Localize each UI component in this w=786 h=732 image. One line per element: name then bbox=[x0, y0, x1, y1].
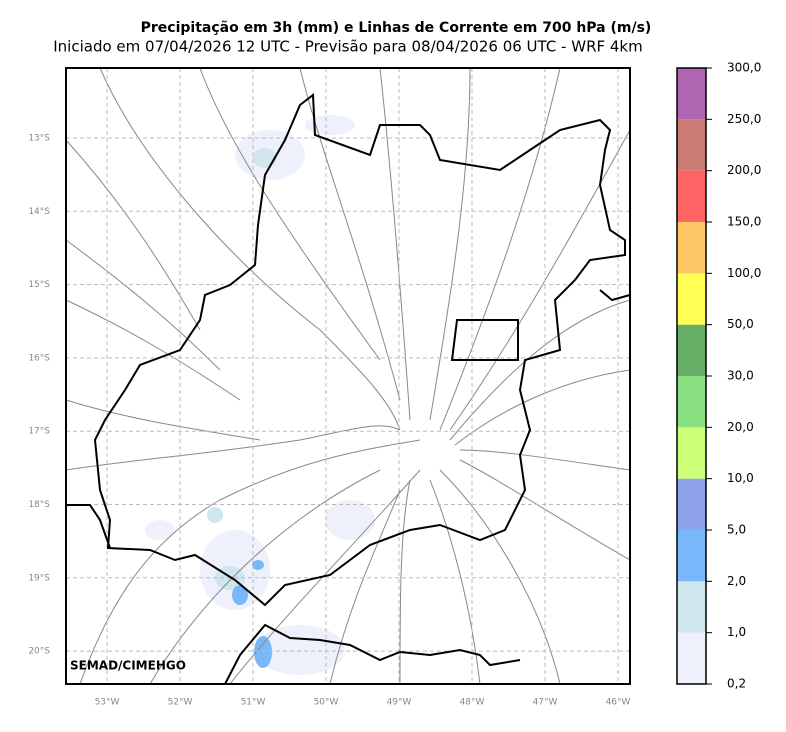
colorbar-label: 1,0 bbox=[727, 625, 746, 639]
colorbar-label: 10,0 bbox=[727, 471, 754, 485]
lat-label: 15°S bbox=[28, 280, 50, 290]
streamlines bbox=[65, 67, 631, 685]
colorbar-bin bbox=[677, 324, 706, 376]
colorbar-label: 50,0 bbox=[727, 317, 754, 331]
colorbar-label: 300,0 bbox=[727, 61, 761, 75]
colorbar-bin bbox=[677, 530, 706, 582]
map-frame bbox=[65, 67, 631, 685]
colorbar-label: 150,0 bbox=[727, 215, 761, 229]
colorbar: 0,2 1,0 2,0 5,0 10,0 20,0 30,0 50,0 100,0 150,0 20… bbox=[676, 61, 761, 691]
colorbar-label: 20,0 bbox=[727, 420, 754, 434]
colorbar-bin bbox=[677, 427, 706, 479]
colorbar-bin bbox=[677, 119, 706, 171]
lat-label: 14°S bbox=[28, 207, 50, 217]
colorbar-bin bbox=[677, 478, 706, 530]
lon-label: 47°W bbox=[533, 698, 558, 708]
borders bbox=[66, 93, 631, 685]
lat-label: 16°S bbox=[28, 353, 50, 363]
map: SEMAD/CIMEHGO bbox=[65, 67, 631, 685]
lat-label: 20°S bbox=[28, 647, 50, 657]
colorbar-label: 2,0 bbox=[727, 574, 746, 588]
colorbar-label: 0,2 bbox=[727, 677, 746, 691]
colorbar-bin bbox=[677, 632, 706, 684]
map-background bbox=[66, 68, 630, 684]
lat-label: 13°S bbox=[28, 134, 50, 144]
colorbar-label: 30,0 bbox=[727, 369, 754, 383]
colorbar-label: 5,0 bbox=[727, 523, 746, 537]
lon-label: 48°W bbox=[460, 698, 485, 708]
colorbar-bin bbox=[677, 222, 706, 274]
subtitle: Iniciado em 07/04/2026 12 UTC - Previsão… bbox=[53, 38, 642, 56]
credit: SEMAD/CIMEHGO bbox=[70, 659, 186, 673]
graticule bbox=[66, 68, 630, 684]
precip-areas-3 bbox=[232, 560, 272, 668]
lon-label: 52°W bbox=[168, 698, 193, 708]
lat-label: 17°S bbox=[28, 427, 50, 437]
lon-label: 53°W bbox=[95, 698, 120, 708]
lon-label: 50°W bbox=[314, 698, 339, 708]
colorbar-bin bbox=[677, 170, 706, 222]
colorbar-label: 100,0 bbox=[727, 266, 761, 280]
colorbar-bin bbox=[677, 68, 706, 120]
lat-label: 18°S bbox=[28, 500, 50, 510]
title: Precipitação em 3h (mm) e Linhas de Corr… bbox=[141, 20, 652, 36]
colorbar-bin bbox=[677, 376, 706, 428]
lon-label: 51°W bbox=[241, 698, 266, 708]
colorbar-bin bbox=[677, 581, 706, 633]
colorbar-label: 200,0 bbox=[727, 163, 761, 177]
lon-label: 46°W bbox=[606, 698, 631, 708]
lon-label: 49°W bbox=[387, 698, 412, 708]
colorbar-bin bbox=[677, 273, 706, 325]
lat-label: 19°S bbox=[28, 573, 50, 583]
colorbar-label: 250,0 bbox=[727, 112, 761, 126]
